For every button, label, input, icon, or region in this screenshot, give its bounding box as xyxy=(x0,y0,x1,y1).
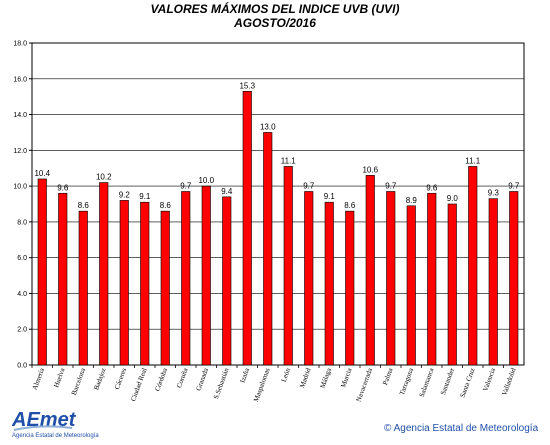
aemet-logo: AEmet xyxy=(12,409,77,431)
data-label: 8.6 xyxy=(344,201,356,210)
data-label: 9.1 xyxy=(139,192,151,201)
y-tick-label: 10.0 xyxy=(13,184,27,191)
x-tick-label: Badajoz xyxy=(92,367,107,391)
logo-swoosh xyxy=(13,425,73,431)
data-label: 9.7 xyxy=(303,181,315,190)
data-label: 15.3 xyxy=(239,81,255,90)
bar xyxy=(119,200,129,366)
x-tick-label: Almería xyxy=(31,366,47,391)
x-tick-label: Madrid xyxy=(298,366,313,389)
data-label: 9.7 xyxy=(180,181,192,190)
bar xyxy=(58,192,68,366)
x-tick-label: Salamanca xyxy=(418,366,436,398)
y-tick-label: 0.0 xyxy=(17,363,27,370)
x-tick-label: Navacerrada xyxy=(355,366,375,403)
x-tick-label: Maspalomas xyxy=(252,367,272,403)
chart-subtitle: AGOSTO/2016 xyxy=(234,16,316,30)
x-tick-label: Málaga xyxy=(318,366,333,389)
x-tick-label: Santa Cruz xyxy=(459,367,477,399)
x-tick-label: Granada xyxy=(194,366,210,392)
y-tick-label: 18.0 xyxy=(13,41,27,48)
y-tick-label: 8.0 xyxy=(17,219,27,226)
data-label: 9.6 xyxy=(57,183,69,192)
bar xyxy=(222,196,232,366)
chart-title: VALORES MÁXIMOS DEL INDICE UVB (UVI) xyxy=(150,2,400,16)
bar xyxy=(201,185,211,366)
x-tick-label: Tarragona xyxy=(398,366,415,396)
data-label: 9.7 xyxy=(508,181,520,190)
x-tick-label: Barcelona xyxy=(70,366,88,396)
data-label: 9.0 xyxy=(447,194,459,203)
bar xyxy=(345,210,355,366)
data-label: 11.1 xyxy=(281,156,297,165)
bar xyxy=(406,205,416,366)
x-tick-label: Coruña xyxy=(175,366,190,389)
copyright-notice: © Agencia Estatal de Meteorología xyxy=(384,423,539,434)
bar xyxy=(181,191,191,366)
x-tick-label: Huelva xyxy=(52,366,67,389)
bar xyxy=(365,175,375,366)
data-label: 9.6 xyxy=(426,183,438,192)
data-label: 10.6 xyxy=(362,165,378,174)
y-tick-label: 4.0 xyxy=(17,291,27,298)
data-label: 9.3 xyxy=(488,189,500,198)
data-label: 10.0 xyxy=(198,176,214,185)
y-tick-label: 12.0 xyxy=(13,148,27,155)
data-label: 9.2 xyxy=(119,190,131,199)
data-label: 9.7 xyxy=(385,181,397,190)
x-tick-label: Murcia xyxy=(339,366,354,389)
data-label: 8.6 xyxy=(78,201,90,210)
data-label: 9.4 xyxy=(221,187,233,196)
x-tick-label: Valencia xyxy=(481,366,497,392)
x-tick-label: Valladolid xyxy=(500,366,518,396)
bar xyxy=(447,203,457,366)
bar xyxy=(304,191,314,366)
x-tick-label: Palma xyxy=(381,366,395,386)
bar xyxy=(78,210,88,366)
x-tick-label: Izaña xyxy=(238,366,251,384)
bar xyxy=(427,192,437,366)
bar xyxy=(468,166,478,366)
x-tick-label: Ciudad Real xyxy=(129,367,148,402)
x-tick-label: Cáceres xyxy=(113,367,128,391)
data-label: 11.1 xyxy=(465,156,481,165)
bar xyxy=(99,182,109,366)
logo-wordmark: AEmet xyxy=(12,409,77,431)
data-label: 8.6 xyxy=(160,201,172,210)
y-tick-label: 2.0 xyxy=(17,327,27,334)
bar xyxy=(242,91,252,366)
data-label: 9.1 xyxy=(324,192,336,201)
bar xyxy=(160,210,170,366)
x-tick-label: León xyxy=(280,366,293,383)
data-label: 10.2 xyxy=(96,173,112,182)
y-tick-label: 14.0 xyxy=(13,112,27,119)
bar xyxy=(488,198,498,366)
bar xyxy=(37,178,47,366)
bar xyxy=(140,201,150,366)
data-label: 8.9 xyxy=(406,196,418,205)
y-tick-label: 16.0 xyxy=(13,76,27,83)
x-tick-label: Santander xyxy=(439,366,456,396)
plot-area xyxy=(31,42,525,366)
x-tick-label: Córdoba xyxy=(153,366,169,392)
bar xyxy=(283,166,293,366)
logo-subtitle: Agencia Estatal de Meteorología xyxy=(12,433,99,439)
y-tick-label: 6.0 xyxy=(17,255,27,262)
data-label: 13.0 xyxy=(260,122,276,131)
data-label: 10.4 xyxy=(34,169,50,178)
x-tick-label: S.Sebastián xyxy=(212,366,231,400)
bar xyxy=(324,201,334,366)
bar xyxy=(263,132,273,366)
bar xyxy=(386,191,396,366)
bar xyxy=(509,191,519,366)
